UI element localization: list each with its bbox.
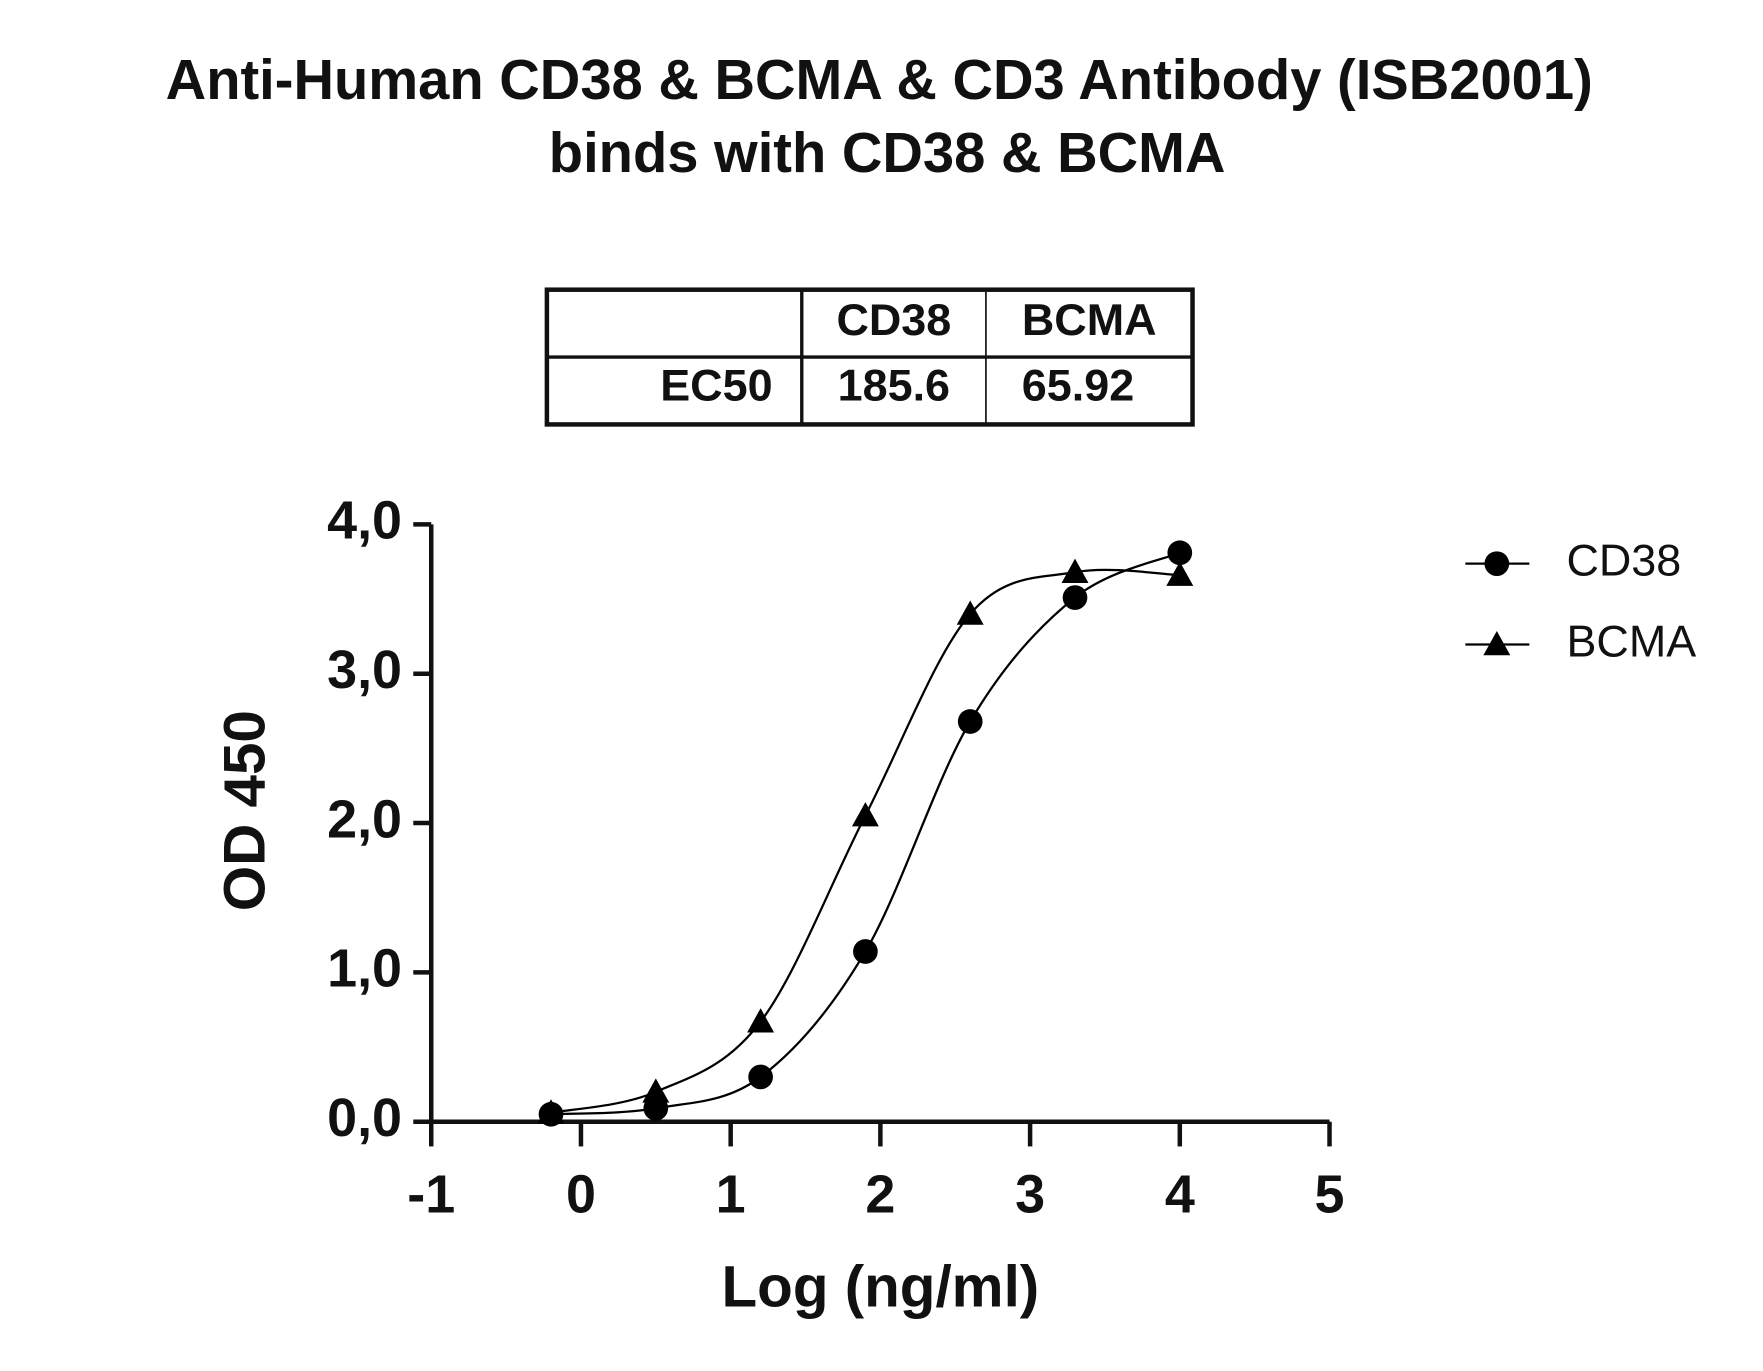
data-point: [853, 939, 878, 964]
table-header: CD38: [836, 294, 951, 345]
chart-subtitle: binds with CD38 & BCMA: [549, 121, 1226, 184]
x-tick-label: 3: [1015, 1164, 1045, 1224]
x-tick-label: -1: [407, 1164, 455, 1224]
data-point: [956, 600, 984, 625]
x-axis-title: Log (ng/ml): [722, 1255, 1040, 1320]
table-cell: 65.92: [1022, 359, 1134, 410]
data-point: [748, 1064, 773, 1090]
x-tick-label: 0: [566, 1164, 596, 1224]
table-cell: 185.6: [838, 359, 950, 410]
y-tick-label: 3,0: [327, 640, 402, 700]
y-tick-label: 1,0: [327, 939, 402, 999]
fit-curve: [550, 568, 1180, 1114]
data-point: [642, 1078, 670, 1103]
data-point: [957, 709, 983, 734]
data-point: [1166, 561, 1194, 586]
y-tick-label: 4,0: [327, 491, 402, 551]
data-point: [1167, 540, 1193, 566]
legend-marker: [1483, 631, 1511, 656]
ec50-table: [544, 287, 1195, 427]
legend-label: BCMA: [1566, 615, 1696, 666]
table-row-label: EC50: [660, 359, 772, 410]
legend-marker: [1484, 551, 1510, 577]
data-point: [1061, 558, 1089, 583]
legend-label: CD38: [1566, 535, 1681, 586]
x-tick-label: 2: [865, 1164, 895, 1224]
y-tick-label: 0,0: [327, 1088, 402, 1148]
y-tick-label: 2,0: [327, 789, 402, 849]
x-tick-label: 5: [1315, 1164, 1345, 1224]
y-axis-title: OD 450: [213, 710, 278, 911]
x-tick-label: 1: [716, 1164, 746, 1224]
x-tick-label: 4: [1165, 1164, 1195, 1224]
table-header: BCMA: [1022, 294, 1157, 345]
fit-curve: [550, 551, 1181, 1116]
chart-title: Anti-Human CD38 & BCMA & CD3 Antibody (I…: [166, 48, 1593, 111]
data-point: [747, 1008, 775, 1033]
data-point: [537, 1099, 565, 1124]
data-point: [851, 802, 879, 827]
data-point: [1062, 585, 1088, 610]
